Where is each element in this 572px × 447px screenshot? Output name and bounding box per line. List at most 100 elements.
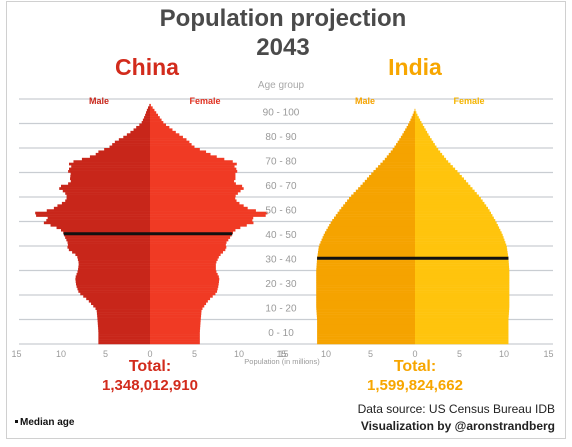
china-female-bar	[150, 314, 202, 318]
india-male-bar	[324, 231, 415, 234]
china-male-bar	[77, 287, 150, 291]
china-female-bar	[150, 324, 201, 328]
china-male-bar	[112, 143, 150, 146]
india-male-bar	[329, 223, 415, 227]
china-male-bar	[70, 179, 150, 183]
china-female-bar	[150, 260, 217, 264]
china-male-bar	[91, 302, 150, 306]
china-female-bar	[150, 162, 237, 166]
age-category-label: 50 - 60	[265, 205, 297, 216]
india-female-bar	[415, 143, 435, 146]
india-female-bar	[415, 331, 509, 335]
india-male-bar	[380, 162, 415, 166]
china-male-bar	[145, 113, 150, 117]
india-total-label: Total:	[394, 358, 436, 375]
india-title: India	[388, 54, 442, 80]
china-male-bar	[69, 162, 150, 166]
china-male-bar	[68, 182, 150, 185]
china-male-bar	[68, 170, 150, 173]
india-male-bar	[316, 292, 415, 296]
china-male-bar	[78, 263, 150, 266]
china-male-bar	[145, 111, 150, 114]
credit: Visualization by @aronstrandberg	[361, 419, 555, 433]
china-female-bar	[150, 214, 266, 217]
india-female-bar	[415, 307, 510, 310]
china-male-bar	[93, 304, 150, 308]
india-male-bar	[316, 295, 415, 298]
india-male-bar	[382, 160, 415, 163]
india-male-bar	[388, 152, 415, 156]
china-female-bar	[150, 304, 205, 308]
india-male-bar	[317, 336, 415, 340]
china-male-bar	[68, 248, 150, 252]
india-male-bar	[362, 182, 415, 185]
india-male-label: Male	[355, 96, 375, 106]
india-male-bar	[316, 307, 415, 310]
age-category-label: 30 - 40	[265, 254, 297, 265]
china-male-bar	[67, 241, 150, 244]
china-male-bar	[98, 334, 150, 337]
china-female-bar	[150, 138, 187, 141]
china-male-bar	[66, 194, 150, 198]
india-male-bar	[317, 250, 415, 254]
china-female-bar	[150, 287, 218, 291]
china-female-bar	[150, 321, 201, 325]
india-female-bar	[415, 148, 439, 151]
india-male-bar	[392, 148, 415, 151]
india-male-bar	[366, 177, 415, 181]
india-female-bar	[415, 194, 479, 198]
india-female-bar	[415, 248, 508, 252]
india-female-bar	[415, 317, 509, 320]
china-female-bar	[150, 194, 236, 198]
india-male-bar	[364, 179, 415, 183]
india-male-bar	[318, 246, 415, 249]
china-female-bar	[150, 177, 236, 181]
china-title: China	[115, 54, 179, 80]
india-male-bar	[316, 272, 415, 276]
age-category-labels: 0 - 10 10 - 20 20 - 30 30 - 40 40 - 50 50 - 6…	[263, 107, 300, 339]
india-female-bar	[415, 231, 502, 234]
india-male-bar	[351, 194, 415, 198]
china-male-bar	[65, 192, 150, 195]
india-female-bar	[415, 150, 441, 154]
china-female-bar	[150, 255, 219, 259]
india-male-bar	[341, 206, 415, 210]
india-female-bar	[415, 121, 422, 124]
x-tick-label: 10	[321, 349, 331, 359]
china-male-bar	[98, 329, 150, 332]
india-male-bar	[316, 297, 415, 301]
china-female-bar	[150, 265, 216, 269]
china-male-bar	[98, 326, 150, 330]
china-female-bar	[150, 130, 176, 134]
china-female-bar	[150, 155, 217, 159]
china-female-bar	[150, 292, 216, 296]
china-female-bar	[150, 248, 226, 252]
india-female-bar	[415, 272, 510, 276]
china-female-bar	[150, 206, 248, 210]
china-female-bar	[150, 145, 195, 149]
china-female-bar	[150, 216, 254, 220]
china-female-bar	[150, 211, 268, 215]
india-female-bar	[415, 187, 473, 190]
china-female-bar	[150, 258, 218, 261]
india-male-bar	[322, 236, 415, 239]
china-female-bar	[150, 243, 226, 247]
china-male-bar	[81, 157, 150, 161]
china-male-bar	[66, 238, 150, 242]
china-male-bar	[50, 223, 151, 227]
india-male-bar	[349, 197, 415, 200]
india-male-bar	[321, 238, 415, 242]
data-source: Data source: US Census Bureau IDB	[358, 402, 555, 416]
india-male-bar	[371, 172, 415, 176]
china-male-bar	[78, 265, 150, 269]
india-male-bar	[316, 302, 415, 306]
india-male-bar	[317, 341, 415, 345]
india-male-bar	[316, 285, 415, 288]
india-male-bar	[409, 121, 415, 124]
china-male-bar	[104, 148, 150, 151]
india-male-bar	[334, 216, 415, 220]
china-male-bar	[53, 206, 150, 210]
india-female-bar	[415, 184, 471, 188]
china-female-bar	[150, 329, 200, 332]
china-female-bar	[150, 270, 217, 274]
